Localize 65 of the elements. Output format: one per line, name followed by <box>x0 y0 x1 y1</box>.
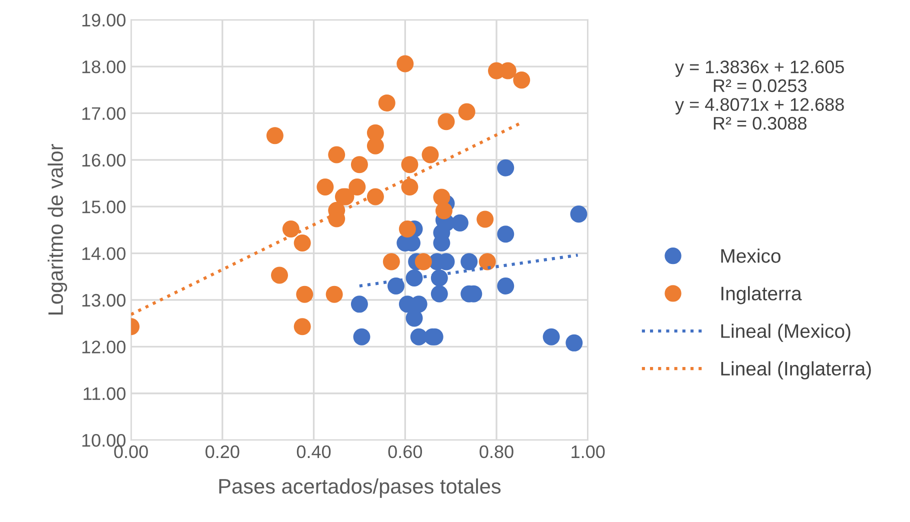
point <box>451 214 468 232</box>
point <box>401 178 418 196</box>
point <box>497 159 514 176</box>
y-tick-label: 17.00 <box>82 107 126 120</box>
x-tick-label: 0.80 <box>480 445 514 458</box>
point <box>350 156 368 174</box>
point <box>438 113 455 130</box>
point <box>316 178 334 196</box>
y-axis-title: Logaritmo de valor <box>48 144 68 314</box>
point <box>430 285 448 302</box>
point <box>401 156 418 174</box>
y-tick-label: 14.00 <box>82 247 126 260</box>
y-tick-label: 15.00 <box>82 200 126 214</box>
x-tick-label: 1.00 <box>572 445 605 458</box>
point <box>271 266 288 284</box>
point <box>353 328 370 346</box>
point <box>476 210 494 228</box>
point <box>282 220 300 238</box>
y-tick-label: 11.00 <box>84 387 126 400</box>
point <box>398 220 416 238</box>
y-tick-label: 19.00 <box>82 14 126 27</box>
point <box>406 270 423 287</box>
text: y = 1.3836x + 12.605 R² = 0.0253 y = 4.8071x + 12.688 R² = 0.3088 <box>675 60 844 130</box>
point <box>366 188 384 206</box>
y-tick-label: 16.00 <box>82 154 126 167</box>
point <box>460 253 478 270</box>
point <box>566 334 583 352</box>
point <box>296 286 314 303</box>
point <box>294 234 311 252</box>
point <box>414 253 432 270</box>
point <box>497 226 514 243</box>
point <box>435 202 452 220</box>
point <box>382 253 400 270</box>
point <box>348 178 366 196</box>
point <box>396 55 414 72</box>
point <box>266 127 284 144</box>
x-tick-label: 0.20 <box>206 445 240 458</box>
y-tick-label: 12.00 <box>82 340 126 354</box>
point <box>542 328 560 346</box>
y-tick-label: 10.00 <box>82 434 126 447</box>
x-axis-title: Pases acertados/pases totales <box>219 478 501 498</box>
point <box>406 310 423 327</box>
y-tick-label: 13.00 <box>82 294 126 307</box>
x-tick-label: 0.60 <box>388 445 422 458</box>
point <box>387 277 404 294</box>
point <box>497 277 514 294</box>
legend-label: Inglaterra <box>721 286 802 304</box>
point <box>366 137 384 154</box>
point <box>478 253 496 270</box>
x-tick-label: 0.00 <box>114 445 148 458</box>
legend-label: Mexico <box>721 248 780 263</box>
point <box>430 270 448 287</box>
y-tick-label: 18.00 <box>82 60 126 74</box>
point <box>328 146 346 164</box>
legend-label: Lineal (Inglaterra) <box>721 361 871 380</box>
point <box>350 296 368 313</box>
point <box>294 318 311 336</box>
point <box>513 72 530 89</box>
point <box>422 146 439 164</box>
legend-label: Lineal (Mexico) <box>721 324 850 342</box>
x-tick-label: 0.40 <box>296 445 331 458</box>
point <box>326 286 343 303</box>
point <box>378 94 396 112</box>
point <box>458 103 476 120</box>
point <box>570 206 588 223</box>
